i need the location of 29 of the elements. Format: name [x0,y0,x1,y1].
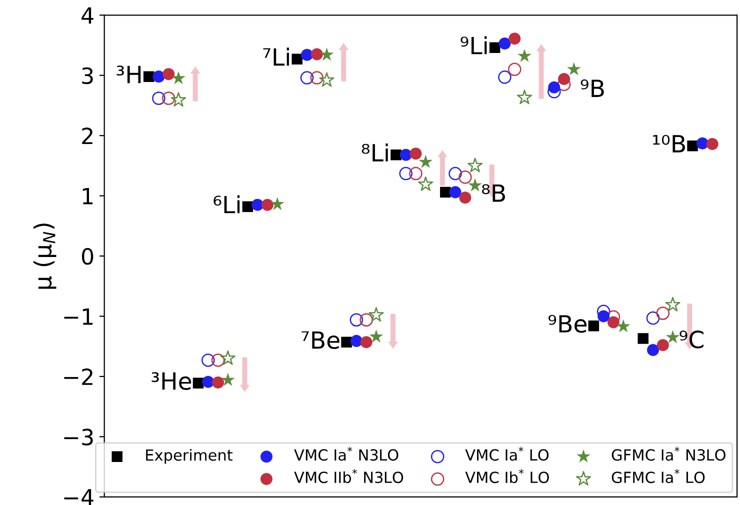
annotation: ⁸Li [362,143,388,162]
y-tick-label: 3 [82,67,93,84]
legend-label: VMC Ib$^{*}$ LO [465,469,549,484]
y-tick-label: 1 [82,188,93,204]
annotation: ⁹C [680,330,704,348]
annotation: ⁷Be [302,331,340,349]
annotation: ⁸B [482,184,505,202]
legend-label: VMC IIb$^{*}$ N3LO [294,469,404,484]
annotation: ⁹Be [548,314,586,333]
legend-label: VMC Ia$^{*}$ LO [465,446,549,461]
legend-label: Experiment [146,449,233,464]
y-axis-title: μ (μ$_{N}$) [33,224,56,289]
annotation: ⁶Li [214,195,240,214]
annotation: ⁷Li [263,48,289,66]
legend-label: GFMC Ia$^{*}$ N3LO [612,446,726,461]
annotation: ³H [116,66,141,84]
y-tick-label: 4 [82,7,94,24]
legend-label: VMC Ia$^{*}$ N3LO [294,446,398,461]
annotation: ³He [152,372,192,390]
annotation: ⁹Li [460,36,487,54]
y-tick-label: 0 [82,248,94,265]
legend-label: GFMC Ia$^{*}$ LO [612,469,705,484]
y-tick-label: 2 [82,128,92,144]
y-tick-label: −1 [64,308,93,325]
y-tick-label: −3 [64,428,93,446]
y-tick-label: −2 [64,368,92,385]
annotation: ⁹B [580,79,604,97]
annotation: ¹⁰B [653,134,685,152]
y-tick-label: −4 [64,489,94,505]
